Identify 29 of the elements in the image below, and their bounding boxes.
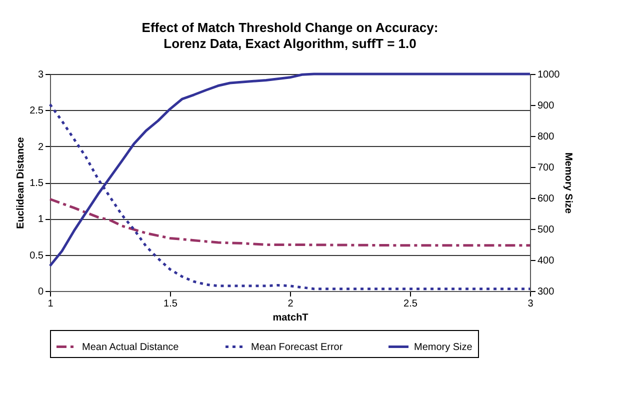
y2-tick-label: 1000 xyxy=(538,70,560,80)
x-tick-label: 3 xyxy=(528,298,534,310)
legend-label: Mean Forecast Error xyxy=(251,342,344,353)
x-tick-label: 2.5 xyxy=(404,298,418,310)
chart-title: Effect of Match Threshold Change on Accuracy: xyxy=(142,20,438,35)
y-tick-label: 1.5 xyxy=(30,178,44,189)
x-tick-label: 1 xyxy=(48,298,54,310)
line-series xyxy=(48,198,532,247)
y2-tick-label: 400 xyxy=(538,256,555,266)
y2-tick-label: 500 xyxy=(538,224,555,236)
y-tick-label: 0 xyxy=(38,286,44,298)
y2-tick-label: 700 xyxy=(538,162,555,174)
y-tick-label: 2 xyxy=(38,142,44,153)
y2-tick-label: 300 xyxy=(538,286,555,298)
y-tick-label: 1 xyxy=(38,214,44,226)
x-tick-label: 2 xyxy=(288,298,294,310)
legend-label: Memory Size xyxy=(414,342,473,353)
y2-tick-label: 900 xyxy=(538,100,555,112)
y2-tick-label: 600 xyxy=(538,194,555,204)
y2-tick-label: 800 xyxy=(538,132,555,142)
x-axis-title: matchT xyxy=(272,312,308,324)
y-tick-label: 3 xyxy=(38,70,44,80)
x-tick-label: 1.5 xyxy=(164,298,178,310)
y2-axis-title: Memory Size xyxy=(562,152,574,214)
y-tick-label: 2.5 xyxy=(30,106,44,117)
chart-subtitle: Lorenz Data, Exact Algorithm, suffT = 1.0 xyxy=(164,36,416,51)
y-axis-title: Euclidean Distance xyxy=(16,136,27,229)
y-tick-label: 0.5 xyxy=(30,250,44,262)
legend-label: Mean Actual Distance xyxy=(82,342,180,353)
